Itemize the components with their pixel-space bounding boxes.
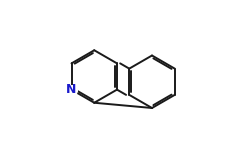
Text: N: N (66, 83, 77, 96)
